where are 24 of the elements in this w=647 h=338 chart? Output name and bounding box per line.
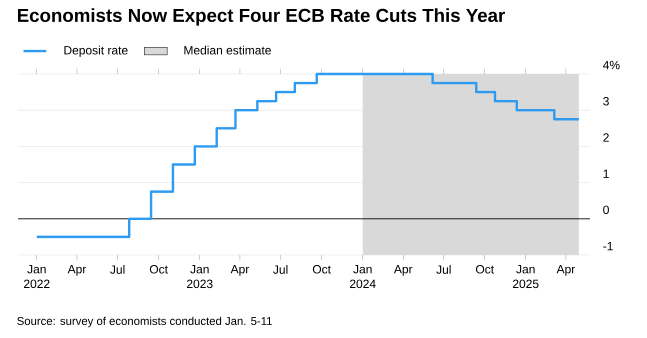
- x-tick-label: Jan 2022: [24, 265, 50, 288]
- y-tick-label: 3: [603, 96, 609, 106]
- x-tick-label: Jul: [110, 265, 124, 274]
- x-tick-label: Oct: [476, 265, 494, 274]
- y-tick-label: 4%: [602, 60, 620, 70]
- x-tick-label: Apr: [394, 265, 412, 276]
- x-tick-label: Apr: [68, 265, 86, 276]
- x-tick-label: Jan 2025: [512, 265, 539, 288]
- y-tick-label: 0: [603, 206, 609, 214]
- x-tick-label: Oct: [312, 265, 331, 274]
- legend-label: Deposit rate: [64, 46, 128, 57]
- x-tick-label: Jan 2023: [187, 265, 213, 288]
- y-tick-label: 1: [604, 170, 609, 178]
- x-tick-label: Apr: [230, 265, 250, 276]
- y-tick-label: -1: [603, 242, 613, 250]
- y-tick-label: 2: [603, 133, 609, 142]
- x-tick-label: Jul: [273, 265, 288, 274]
- x-tick-label: Apr: [556, 265, 576, 276]
- x-tick-label: Oct: [150, 265, 168, 274]
- legend-label: Median estimate: [184, 46, 271, 55]
- chart-title: Economists Now Expect Four ECB Rate Cuts This Year: [18, 8, 505, 26]
- x-tick-label: Jul: [436, 265, 451, 274]
- source-note: Source: survey of economists conducted Jan. 5-11: [17, 316, 272, 328]
- x-tick-label: Jan 2024: [350, 265, 376, 288]
